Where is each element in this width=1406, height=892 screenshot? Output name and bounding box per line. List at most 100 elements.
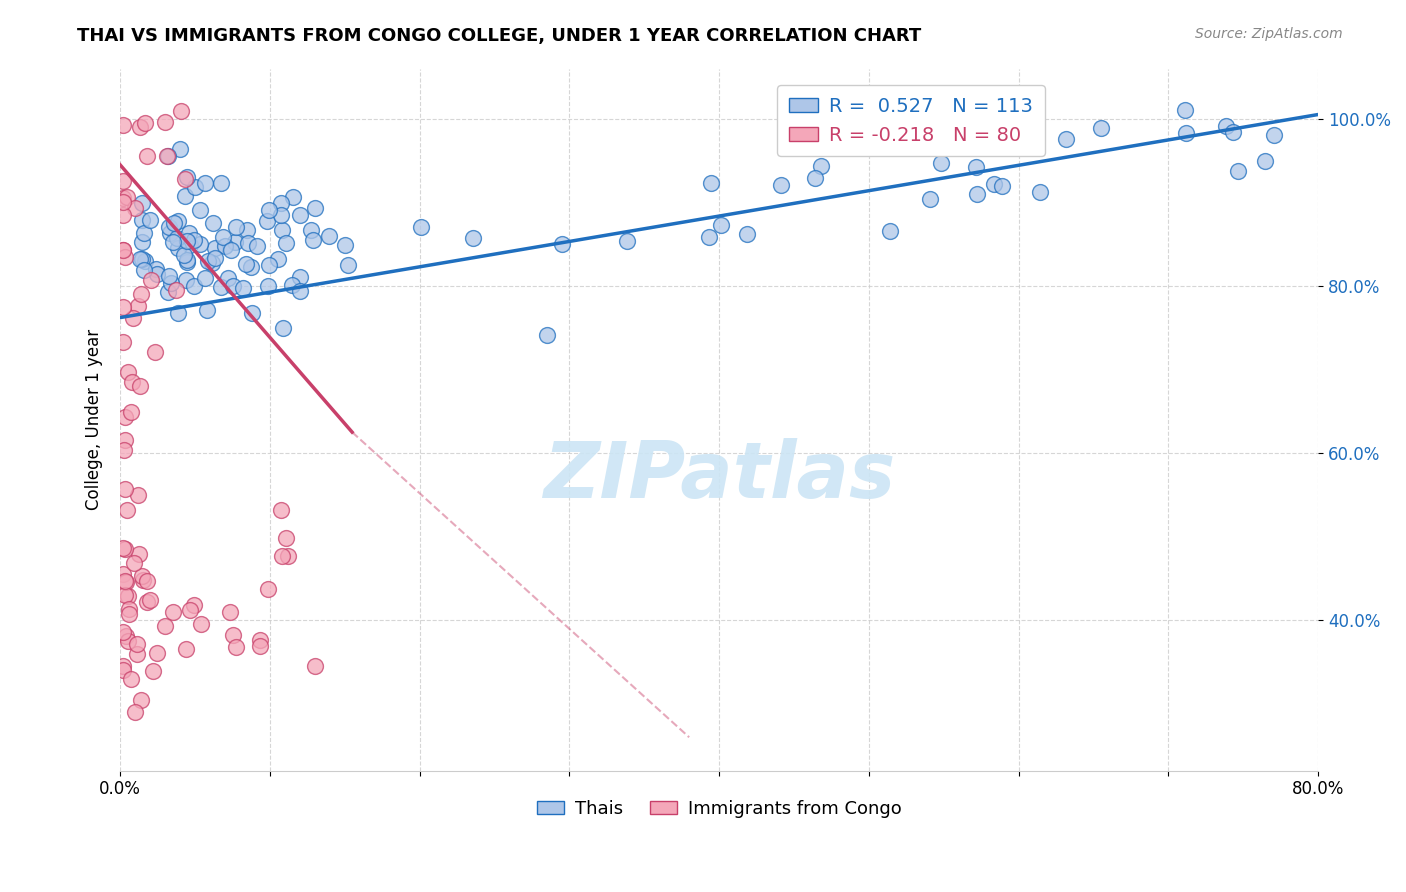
Point [204,241,226,255]
Point [131,212,153,227]
Point [246,239,269,253]
Point [1029,186,1052,200]
Point [271,320,294,334]
Point [174,188,197,202]
Point [1222,125,1244,139]
Point [159,276,181,290]
Point [288,284,311,298]
Point [288,208,311,222]
Point [1090,121,1112,136]
Point [280,277,302,292]
Point [132,263,155,277]
Point [219,243,242,257]
Point [122,556,145,570]
Point [304,201,326,215]
Point [115,190,138,204]
Point [127,300,149,314]
Point [157,149,180,163]
Point [169,142,191,156]
Point [183,598,205,612]
Point [176,235,198,249]
Point [129,378,152,392]
Point [134,116,156,130]
Point [114,433,136,447]
Point [209,280,232,294]
Point [697,230,720,244]
Point [129,692,152,706]
Point [225,220,247,235]
Point [536,328,558,343]
Point [111,195,134,210]
Point [159,226,181,240]
Point [111,659,134,673]
Point [165,283,187,297]
Point [804,170,827,185]
Point [810,159,832,173]
Point [173,248,195,262]
Point [931,155,953,169]
Point [277,549,299,563]
Point [174,642,197,657]
Point [131,569,153,583]
Point [249,639,271,653]
Point [114,250,136,264]
Point [217,271,239,285]
Point [257,258,280,272]
Point [1018,139,1040,153]
Point [131,287,153,301]
Point [163,216,186,230]
Point [267,252,290,267]
Point [114,482,136,496]
Point [225,640,247,654]
Point [176,253,198,268]
Point [770,178,793,192]
Point [114,574,136,589]
Point [129,252,152,266]
Point [184,180,207,194]
Point [111,567,134,582]
Point [616,234,638,248]
Point [710,218,733,232]
Point [194,270,217,285]
Point [236,235,259,250]
Point [111,243,134,257]
Point [115,629,138,643]
Point [318,229,340,244]
Point [114,541,136,556]
Point [162,235,184,249]
Point [111,244,134,258]
Text: Source: ZipAtlas.com: Source: ZipAtlas.com [1195,27,1343,41]
Point [174,272,197,286]
Point [153,115,176,129]
Point [134,253,156,268]
Point [551,237,574,252]
Point [111,191,134,205]
Point [131,235,153,249]
Point [201,256,224,270]
Point [333,238,356,252]
Point [276,531,298,545]
Point [124,706,146,720]
Point [270,503,292,517]
Point [274,235,297,250]
Point [283,190,305,204]
Point [204,251,226,265]
Point [299,223,322,237]
Point [222,628,245,642]
Point [183,234,205,248]
Point [232,281,254,295]
Point [111,118,134,132]
Point [235,257,257,271]
Point [183,278,205,293]
Point [735,227,758,242]
Point [167,306,190,320]
Point [188,237,211,252]
Point [157,268,180,283]
Point [139,213,162,227]
Point [156,149,179,163]
Point [197,253,219,268]
Point [120,672,142,686]
Point [256,214,278,228]
Point [132,574,155,588]
Point [176,169,198,184]
